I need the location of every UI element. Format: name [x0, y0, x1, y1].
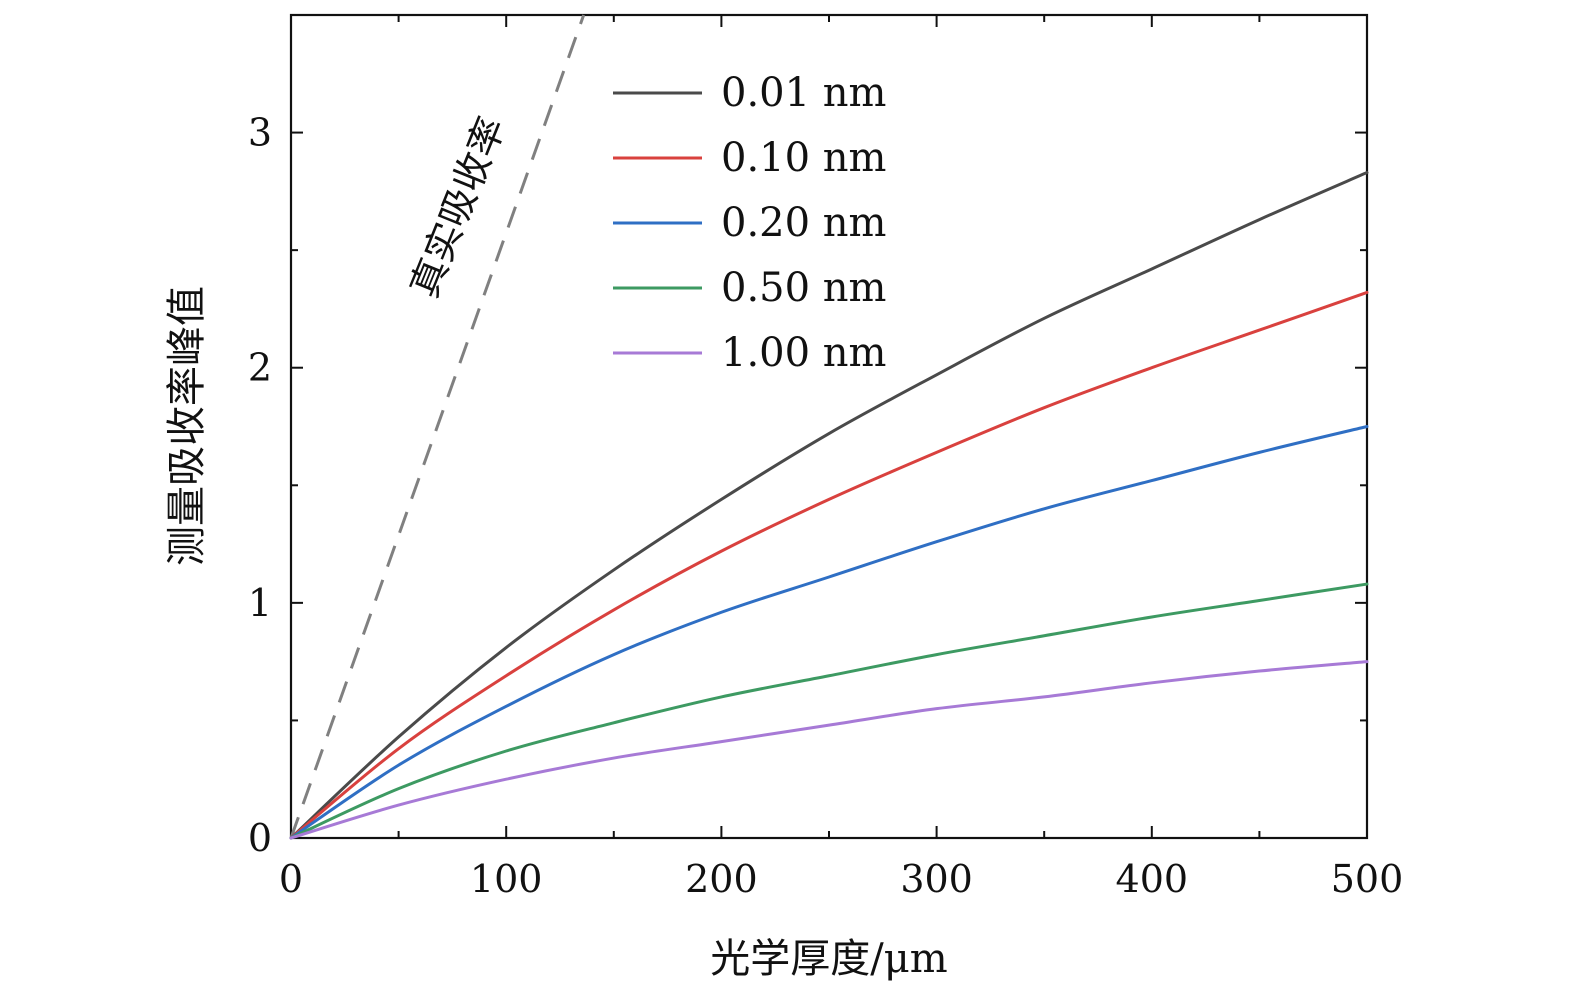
axis-ticks: 0 100 200 300 400 500 0 1 2 3 — [248, 15, 1403, 901]
reference-line-group — [289, 14, 586, 839]
y-tick-label: 1 — [248, 581, 272, 625]
x-tick-label: 100 — [470, 857, 543, 901]
legend-label: 0.10 nm — [721, 135, 886, 181]
series-line-0-20-nm — [289, 425, 1369, 840]
x-tick-label: 200 — [685, 857, 758, 901]
x-axis-title: 光学厚度/μm — [710, 936, 947, 982]
true-absorbance-reference-line — [289, 14, 586, 839]
series-group — [289, 171, 1369, 840]
legend: 0.01 nm 0.10 nm 0.20 nm 0.50 nm 1.00 nm — [613, 70, 886, 376]
legend-label: 0.20 nm — [721, 200, 886, 246]
x-tick-label: 0 — [279, 857, 303, 901]
legend-label: 0.01 nm — [721, 70, 886, 116]
x-tick-label: 500 — [1331, 857, 1404, 901]
y-axis-title: 测量吸收率峰值 — [164, 286, 210, 566]
x-tick-label: 300 — [900, 857, 973, 901]
series-line-1-00-nm — [289, 660, 1369, 840]
legend-label: 0.50 nm — [721, 265, 886, 311]
legend-label: 1.00 nm — [721, 330, 886, 376]
x-tick-label: 400 — [1116, 857, 1189, 901]
series-line-0-10-nm — [289, 290, 1369, 840]
true-absorbance-annotation: 真实吸收率 — [402, 111, 514, 304]
series-line-0-01-nm — [289, 171, 1369, 840]
y-tick-label: 3 — [248, 111, 272, 155]
y-tick-label: 2 — [248, 346, 272, 390]
series-line-0-50-nm — [289, 582, 1369, 840]
y-tick-label: 0 — [248, 816, 272, 860]
